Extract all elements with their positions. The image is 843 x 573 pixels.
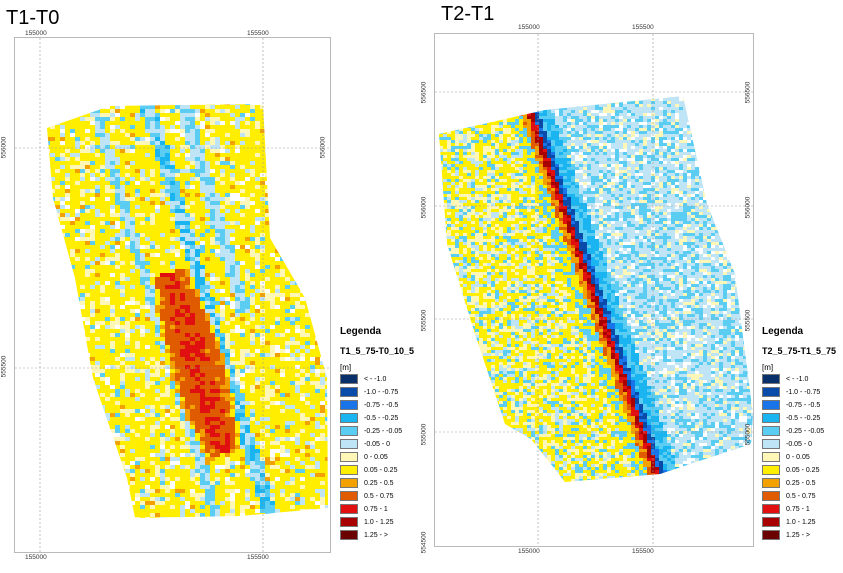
legend-class-label: 0.25 - 0.5: [364, 480, 394, 487]
legend-class-label: 0.05 - 0.25: [364, 467, 398, 474]
legend-swatch: [340, 452, 358, 462]
legend-class-label: 0 - 0.05: [364, 454, 388, 461]
legend-class-label: 1.0 - 1.25: [786, 519, 816, 526]
legend-class-label: -0.5 - -0.25: [364, 415, 399, 422]
x-tick-bottom-2: 155500: [632, 548, 654, 555]
y-tick-right-3: 555500: [744, 309, 752, 332]
legend-swatch: [762, 374, 780, 384]
x-tick-bottom-1: 155000: [518, 548, 540, 555]
legend-swatch: [762, 491, 780, 501]
legend-class-label: 0.25 - 0.5: [786, 480, 816, 487]
map-title-t2-t1: T2-T1: [441, 3, 495, 25]
legend-class-label: -0.05 - 0: [364, 441, 391, 448]
map-panel-t1-t0: 155000 155500 155000 155500 556000 55550…: [0, 30, 331, 561]
legend-swatch: [762, 439, 780, 449]
legend-swatch: [340, 400, 358, 410]
legend-swatch: [762, 478, 780, 488]
legend-swatch: [762, 413, 780, 423]
legend-class-label: -1.0 - -0.75: [786, 389, 821, 396]
map-title-t1-t0: T1-T0: [6, 7, 60, 29]
legend-class-label: 0.5 - 0.75: [364, 493, 394, 500]
legend-unit: [m]: [762, 363, 774, 372]
legend-class-label: 0.5 - 0.75: [786, 493, 816, 500]
legend-layer-name: T1_5_75-T0_10_5: [340, 346, 415, 356]
legend-class-label: 0.75 - 1: [364, 506, 388, 513]
x-tick-top-1: 155000: [25, 30, 47, 37]
legend-swatch: [340, 426, 358, 436]
legend-swatch: [762, 517, 780, 527]
x-tick-bottom-2: 155500: [247, 554, 269, 561]
y-tick-left-1: 556000: [0, 136, 8, 159]
x-tick-top-1: 155000: [518, 24, 540, 31]
y-tick-right-1: 556500: [744, 81, 752, 104]
legend-swatch: [340, 413, 358, 423]
legend-swatch: [340, 491, 358, 501]
legend-swatch: [340, 530, 358, 540]
legend-class-label: -1.0 - -0.75: [364, 389, 399, 396]
y-tick-left-2: 556000: [420, 196, 428, 219]
legend-title: Legenda: [340, 326, 382, 337]
legend-class-label: -0.75 - -0.5: [364, 402, 399, 409]
legend-swatch: [340, 374, 358, 384]
legend-class-label: 0.75 - 1: [786, 506, 810, 513]
y-tick-right-4: 555000: [744, 423, 752, 446]
legend-class-label: 1.25 - >: [786, 532, 810, 539]
raster-cells: [439, 96, 753, 482]
x-tick-top-2: 155500: [247, 30, 269, 37]
difference-raster-t2-t1: [435, 34, 753, 546]
legend-class-label: -0.5 - -0.25: [786, 415, 821, 422]
legend-swatch: [340, 387, 358, 397]
legend-swatch: [762, 530, 780, 540]
legend-t2-t1: Legenda T2_5_75-T1_5_75 [m] < - -1.0 -1.0…: [762, 326, 842, 546]
legend-class-label: -0.75 - -0.5: [786, 402, 821, 409]
legend-class-label: -0.05 - 0: [786, 441, 813, 448]
x-tick-bottom-1: 155000: [25, 554, 47, 561]
x-tick-top-2: 155500: [632, 24, 654, 31]
legend-swatch: [762, 387, 780, 397]
legend-swatch: [762, 400, 780, 410]
difference-raster-t1-t0: [15, 38, 330, 552]
legend-swatch: [762, 452, 780, 462]
y-tick-right-1: 556000: [319, 136, 327, 159]
legend-title: Legenda: [762, 326, 804, 337]
legend-swatch: [762, 504, 780, 514]
legend-swatch: [340, 517, 358, 527]
legend-unit: [m]: [340, 363, 352, 372]
y-tick-right-2: 556000: [744, 196, 752, 219]
y-tick-left-1: 556500: [420, 81, 428, 104]
legend-class-label: 0.05 - 0.25: [786, 467, 820, 474]
legend-class-label: -0.25 - -0.05: [786, 428, 825, 435]
legend-layer-name: T2_5_75-T1_5_75: [762, 346, 837, 356]
legend-swatch: [340, 478, 358, 488]
legend-class-label: < - -1.0: [786, 376, 809, 383]
legend-class-label: < - -1.0: [364, 376, 387, 383]
map-panel-t2-t1: 155000 155500 155000 155500 556500 55600…: [420, 24, 754, 555]
legend-class-label: 1.25 - >: [364, 532, 388, 539]
legend-class-label: 0 - 0.05: [786, 454, 810, 461]
legend-t1-t0: Legenda T1_5_75-T0_10_5 [m] < - -1.0 -1.0…: [340, 326, 426, 546]
legend-swatch: [340, 439, 358, 449]
legend-swatch: [340, 504, 358, 514]
legend-class-label: -0.25 - -0.05: [364, 428, 403, 435]
y-tick-left-2: 555500: [0, 355, 8, 378]
legend-swatch: [340, 465, 358, 475]
raster-cells: [47, 104, 328, 518]
legend-swatch: [762, 465, 780, 475]
legend-swatch: [762, 426, 780, 436]
legend-class-label: 1.0 - 1.25: [364, 519, 394, 526]
